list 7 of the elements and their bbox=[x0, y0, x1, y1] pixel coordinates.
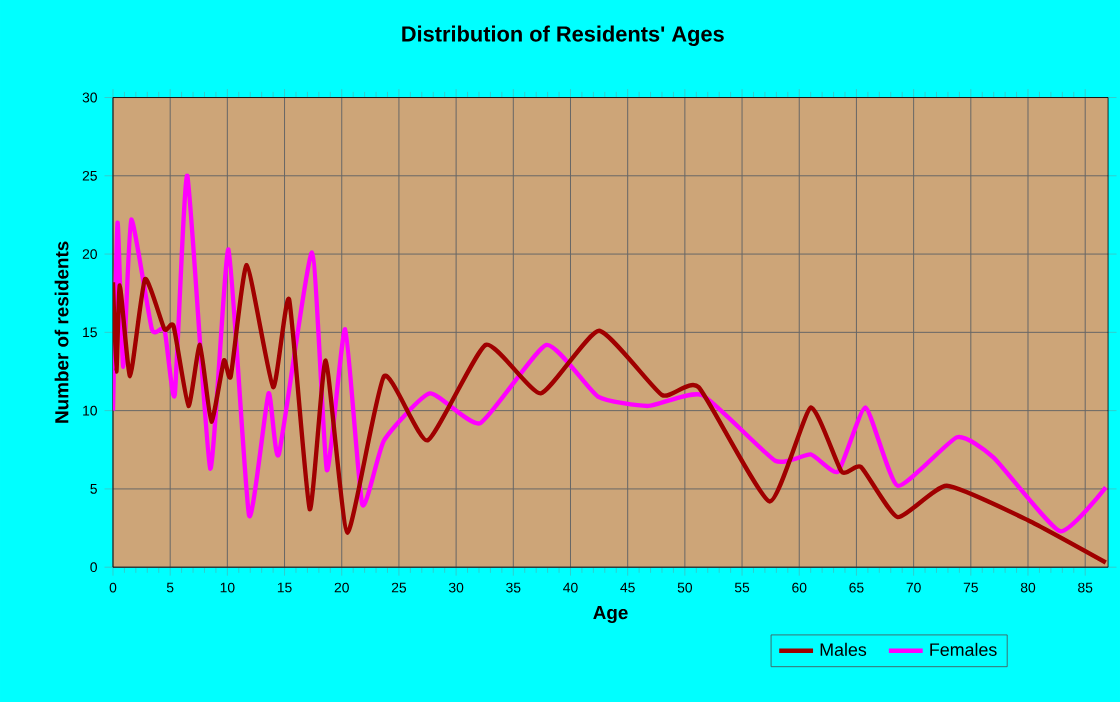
line-series bbox=[112, 173, 1108, 534]
chart-title: Distribution of Residents' Ages bbox=[402, 25, 724, 46]
legend-label: Males bbox=[820, 642, 867, 656]
y-axis-title: Number of residents bbox=[54, 241, 69, 423]
legend-label: Females bbox=[930, 642, 997, 656]
x-axis-title: Age bbox=[593, 605, 628, 623]
line-series bbox=[112, 262, 1108, 565]
